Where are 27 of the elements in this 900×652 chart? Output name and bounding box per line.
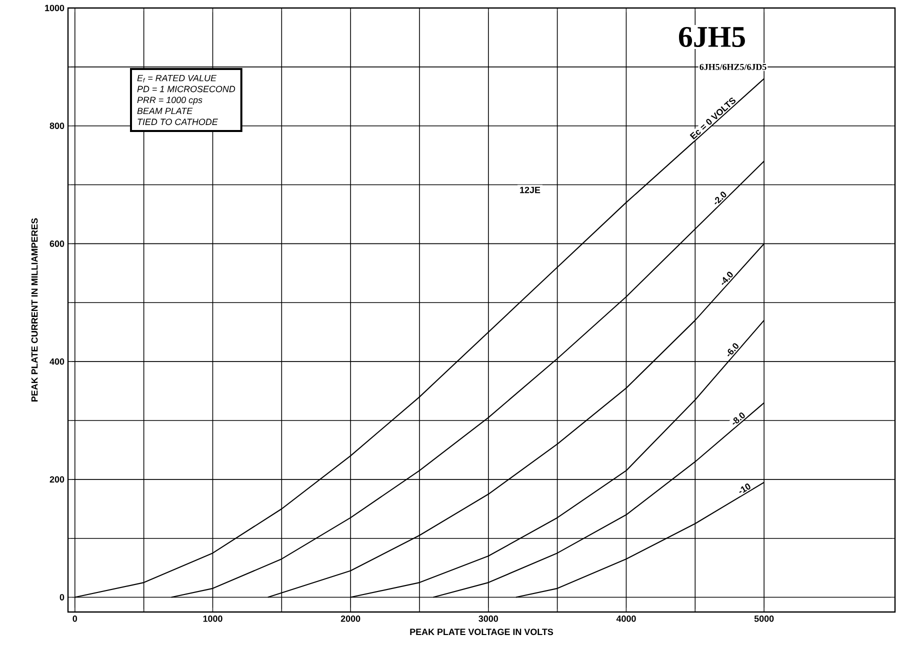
text: -8.0: [732, 412, 745, 425]
x-tick-label: 5000: [754, 616, 774, 622]
y-tick-label: 0: [60, 594, 64, 600]
y-tick-label: 400: [50, 358, 64, 365]
x-axis-title: PEAK PLATE VOLTAGE IN VOLTS: [410, 628, 554, 636]
text: 6JH5/6HZ5/6JD5: [700, 64, 766, 70]
text: -10: [739, 484, 750, 493]
annotation: TIED TO CATHODE: [138, 118, 218, 126]
y-tick-label: 600: [50, 240, 64, 247]
annotation: PRR = 1000 cps: [137, 96, 202, 105]
text: -6.0: [727, 343, 738, 356]
annotation: BEAM PLATE: [137, 108, 193, 114]
x-tick-label: 4000: [616, 616, 636, 622]
text: -4.0: [722, 272, 733, 285]
chart-title: 6JH5: [678, 26, 745, 48]
x-tick-label: 2000: [340, 616, 360, 622]
annotation: 12JE: [520, 186, 540, 194]
x-tick-label: 0: [72, 616, 78, 622]
y-tick-label: 1000: [45, 4, 64, 12]
y-tick-label: 800: [50, 122, 64, 130]
annotation: PD = 1 MICROSECOND: [137, 86, 236, 92]
y-tick-label: 200: [50, 476, 64, 483]
annotation: E$_{f}$ = RATED VALUE: [137, 74, 217, 82]
x-tick-label: 3000: [478, 616, 498, 622]
y-axis-title: PEAK PLATE CURRENT IN MILLIAMPERES: [31, 218, 38, 402]
text: -2.0: [714, 192, 726, 204]
x-tick-label: 1000: [203, 616, 222, 622]
